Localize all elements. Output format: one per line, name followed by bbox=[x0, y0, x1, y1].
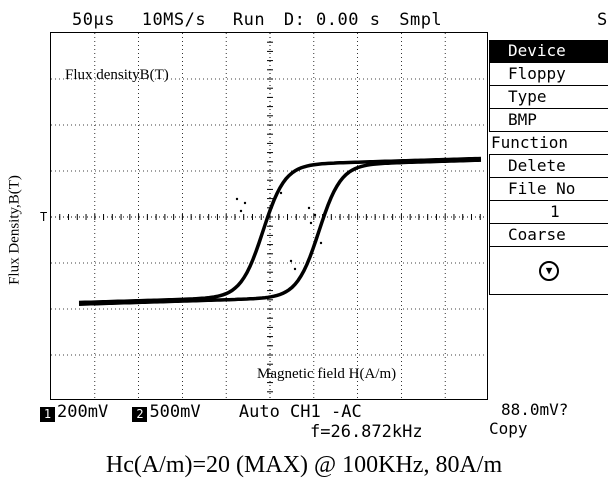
menu-function-value[interactable]: Delete bbox=[489, 155, 608, 178]
ch2-scale: 500mV bbox=[149, 402, 201, 422]
scope-status-bar: 50µs 10MS/s Run D: 0.00 s Smpl S bbox=[72, 10, 607, 30]
frequency-readout: f=26.872kHz bbox=[310, 422, 423, 442]
trigger-setting: Auto CH1 -AC bbox=[238, 402, 362, 422]
down-arrow-circle-icon: ▼ bbox=[539, 260, 559, 281]
acq-mode: Smpl bbox=[399, 10, 443, 30]
trace-noise-dot bbox=[307, 206, 311, 210]
trace-noise-dot bbox=[309, 221, 313, 225]
copy-button[interactable]: Copy bbox=[489, 419, 528, 438]
trace-noise-dot bbox=[279, 191, 283, 195]
channel-readouts: 1 200mV 2 500mV Auto CH1 -AC bbox=[40, 402, 376, 422]
ch1-scale: 200mV bbox=[57, 402, 109, 422]
sample-rate: 10MS/s bbox=[141, 10, 207, 30]
y-axis-label-text: Flux Density,B(T) bbox=[6, 175, 23, 285]
menu-down-button[interactable]: ▼ bbox=[489, 247, 608, 295]
ch2-tag: 2 bbox=[132, 407, 148, 422]
menu-fileno-value[interactable]: 1 bbox=[489, 201, 608, 224]
y-axis-label: Flux Density,B(T) bbox=[2, 130, 28, 330]
flux-density-annotation: Flux densityB(T) bbox=[65, 67, 169, 83]
menu-adjust-label[interactable]: Coarse bbox=[489, 224, 608, 247]
status-tail: S bbox=[597, 10, 608, 30]
menu-type-value[interactable]: BMP bbox=[489, 109, 608, 132]
menu-footer: 88.0mV? Copy bbox=[489, 400, 608, 438]
delay: D: 0.00 s bbox=[283, 10, 381, 30]
scope-screen: Flux densityB(T) Magnetic field H(A/m) bbox=[50, 32, 488, 400]
trace-noise-dot bbox=[289, 259, 293, 263]
menu-device-label[interactable]: Device bbox=[489, 40, 608, 63]
ch1-tag: 1 bbox=[40, 407, 55, 422]
figure-caption: Hc(A/m)=20 (MAX) @ 100KHz, 80A/m bbox=[105, 452, 503, 478]
timebase: 50µs bbox=[72, 10, 115, 30]
magnetic-field-annotation: Magnetic field H(A/m) bbox=[257, 366, 397, 382]
hysteresis-ascending-branch bbox=[78, 158, 482, 306]
menu-type-label[interactable]: Type bbox=[489, 86, 608, 109]
ch1-readout: 1 200mV bbox=[40, 402, 108, 422]
menu-function-label[interactable]: Function bbox=[489, 132, 608, 155]
trace-noise-dot bbox=[239, 209, 243, 213]
ch2-readout: 2 500mV bbox=[132, 402, 201, 422]
trace-noise-dot bbox=[313, 213, 317, 217]
trigger-marker: T bbox=[40, 210, 48, 224]
trace-noise-dot bbox=[293, 267, 297, 271]
trace-noise-dot bbox=[243, 201, 247, 205]
hysteresis-descending-branch bbox=[78, 156, 482, 305]
scope-plot bbox=[51, 33, 487, 399]
trace-noise-dot bbox=[235, 197, 239, 201]
menu-device-value[interactable]: Floppy bbox=[489, 63, 608, 86]
soft-menu: Device Floppy Type BMP Function Delete F… bbox=[489, 40, 608, 295]
cursor-readout: 88.0mV? bbox=[501, 400, 569, 419]
trace-noise-dot bbox=[319, 241, 323, 245]
menu-fileno-label[interactable]: File No bbox=[489, 178, 608, 201]
run-state: Run bbox=[232, 10, 266, 30]
